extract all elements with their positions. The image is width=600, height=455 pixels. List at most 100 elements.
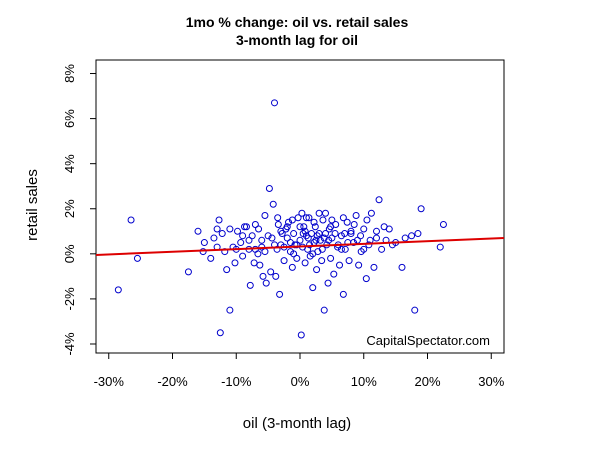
data-point (250, 259, 258, 267)
data-point (258, 236, 266, 244)
data-point (207, 254, 215, 262)
data-point (246, 281, 254, 289)
data-point (127, 216, 135, 224)
data-point (312, 236, 320, 244)
data-point (375, 196, 383, 204)
data-point (304, 234, 312, 242)
data-point (331, 230, 339, 238)
data-point (360, 225, 368, 233)
data-point (311, 223, 319, 231)
data-point (271, 99, 278, 107)
data-point (267, 268, 275, 276)
x-axis: -30% -20% -10% 0% 10% 20% 30% (94, 353, 505, 389)
y-tick-label: -4% (62, 332, 77, 356)
data-point (414, 230, 422, 238)
data-point (261, 248, 269, 256)
data-point (242, 223, 250, 231)
data-point (313, 232, 321, 240)
data-point (315, 230, 323, 238)
data-point (239, 232, 247, 240)
data-point (268, 234, 276, 242)
data-point (254, 250, 262, 258)
data-point (330, 270, 338, 278)
data-point (226, 225, 234, 233)
y-tick-label: -2% (62, 287, 77, 311)
data-point (370, 263, 378, 271)
data-point (302, 214, 310, 222)
data-point (363, 216, 371, 224)
data-point (288, 263, 296, 271)
y-tick-label: 2% (62, 199, 77, 218)
data-point (357, 232, 365, 240)
data-point (280, 257, 288, 265)
data-point (299, 230, 307, 238)
data-point (367, 209, 375, 217)
data-point (288, 216, 296, 224)
data-point (352, 212, 360, 220)
fit-line (95, 237, 505, 256)
data-point (327, 254, 335, 262)
data-point (239, 252, 247, 260)
plot-frame (95, 59, 505, 354)
data-point (408, 232, 416, 240)
data-point (283, 223, 291, 231)
data-point (215, 216, 223, 224)
data-point (293, 254, 301, 262)
data-point (344, 239, 352, 247)
data-point (274, 221, 282, 229)
data-point (307, 230, 315, 238)
data-point (265, 184, 273, 192)
data-point (237, 239, 245, 247)
x-tick-label: 20% (414, 374, 440, 389)
data-point (341, 230, 349, 238)
data-point (341, 245, 349, 253)
x-tick-label: 0% (291, 374, 310, 389)
data-point (241, 223, 249, 231)
data-point (345, 257, 353, 265)
data-point (306, 241, 314, 249)
data-point (290, 250, 298, 258)
data-point (320, 306, 328, 314)
data-point (255, 225, 263, 233)
data-point (293, 241, 301, 249)
data-point (301, 227, 309, 235)
data-point (360, 245, 368, 253)
data-point (319, 216, 327, 224)
data-point (398, 263, 406, 271)
y-tick-label: 6% (62, 109, 77, 128)
data-point (251, 221, 259, 229)
x-tick-label: -20% (157, 374, 188, 389)
data-point (261, 212, 269, 220)
data-point (337, 245, 345, 253)
data-point (318, 257, 326, 265)
data-point (256, 261, 264, 269)
y-tick-label: 0% (62, 244, 77, 263)
data-point (200, 239, 208, 247)
data-point (297, 331, 305, 339)
data-point (210, 234, 218, 242)
data-point (276, 290, 284, 298)
data-point (320, 234, 328, 242)
data-point (385, 225, 393, 233)
data-point (259, 272, 267, 280)
data-point (309, 250, 317, 258)
data-point (322, 209, 329, 217)
data-point (218, 230, 226, 238)
data-point (436, 243, 444, 251)
data-point (315, 209, 323, 217)
data-point (133, 254, 141, 262)
x-axis-label: oil (3-month lag) (243, 415, 351, 432)
y-tick-label: 8% (62, 64, 77, 83)
data-point (310, 218, 318, 226)
data-point (277, 227, 285, 235)
data-point (226, 306, 234, 314)
data-point (245, 236, 253, 244)
data-point (324, 279, 332, 287)
data-point (269, 200, 277, 208)
data-point (350, 221, 358, 229)
data-point (285, 218, 293, 226)
data-point (313, 266, 321, 274)
x-tick-label: 30% (478, 374, 504, 389)
y-tick-label: 4% (62, 154, 77, 173)
